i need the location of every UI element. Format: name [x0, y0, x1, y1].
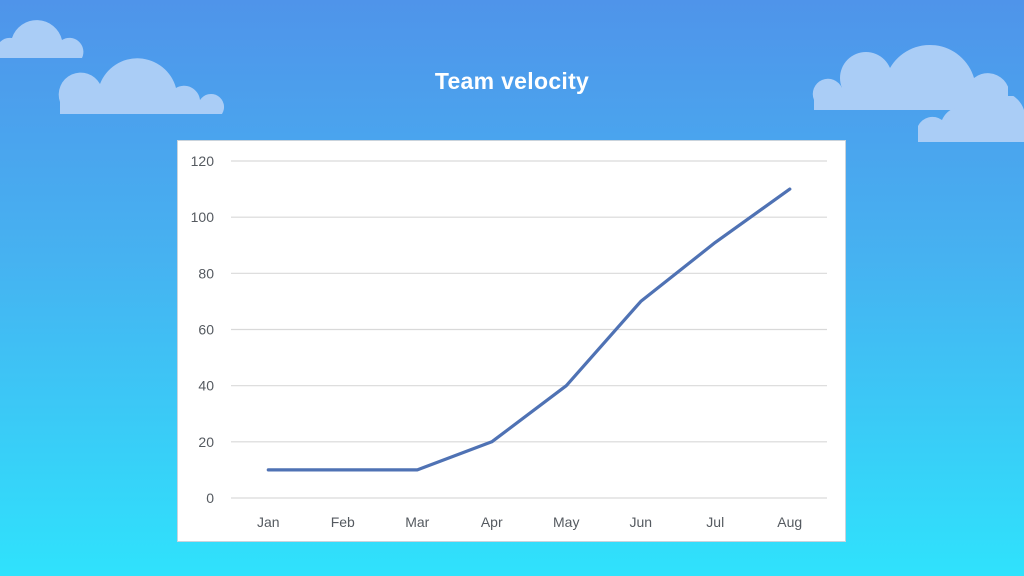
- y-tick-label-100: 100: [191, 209, 215, 225]
- x-tick-label-jun: Jun: [629, 514, 652, 530]
- y-tick-label-40: 40: [198, 378, 214, 394]
- cloud-top-left: [0, 20, 84, 58]
- x-tick-label-aug: Aug: [777, 514, 802, 530]
- x-tick-label-may: May: [553, 514, 579, 530]
- velocity-line-chart: 0 20 40 60 80 100 120 Jan Feb Mar Apr May Jun Jul Aug: [191, 153, 827, 530]
- cloud-far-right: [918, 96, 1024, 142]
- x-tick-label-jan: Jan: [257, 514, 280, 530]
- cloud-left: [58, 58, 225, 114]
- chart-panel: 0 20 40 60 80 100 120 Jan Feb Mar Apr May Jun Jul Aug: [177, 140, 846, 542]
- y-tick-label-0: 0: [206, 490, 214, 506]
- y-tick-label-60: 60: [198, 322, 214, 338]
- slide-title: Team velocity: [434, 68, 590, 94]
- x-tick-label-mar: Mar: [405, 514, 429, 530]
- y-tick-label-120: 120: [191, 153, 215, 169]
- series-line-0: [266, 187, 792, 472]
- x-tick-label-jul: Jul: [706, 514, 724, 530]
- x-tick-label-feb: Feb: [331, 514, 355, 530]
- y-tick-label-20: 20: [198, 434, 214, 450]
- y-tick-label-80: 80: [198, 265, 214, 281]
- x-tick-label-apr: Apr: [481, 514, 503, 530]
- cloud-right: [812, 45, 1008, 110]
